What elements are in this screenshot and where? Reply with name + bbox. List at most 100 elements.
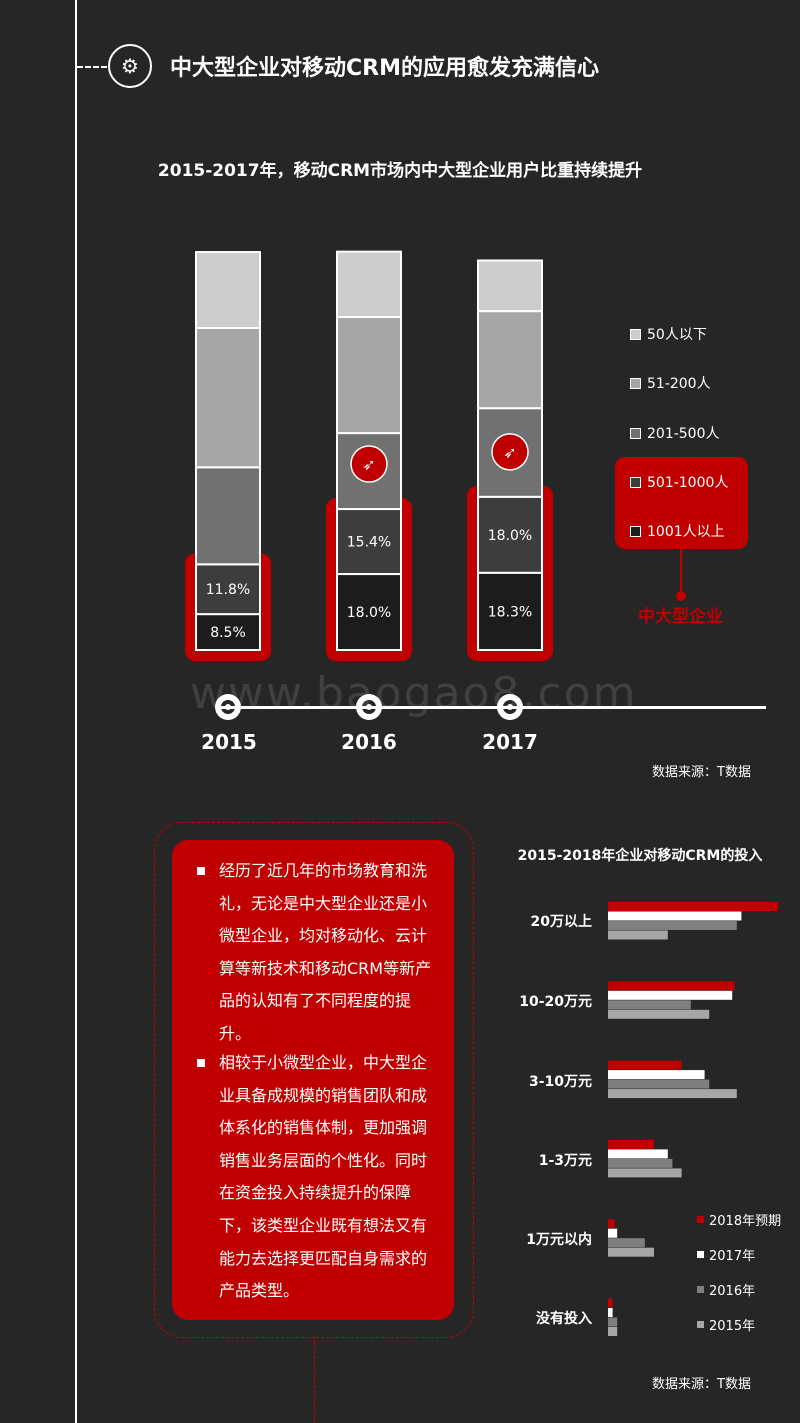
- category-label: 10-20万元: [519, 994, 592, 1010]
- year-label: 2016: [341, 730, 397, 754]
- data-label: 15.4%: [347, 535, 391, 551]
- category-label: 没有投入: [536, 1311, 592, 1327]
- legend-label: 2017年: [709, 1249, 756, 1264]
- timeline-axis: [218, 706, 766, 709]
- legend-label: 201-500人: [647, 426, 720, 442]
- legend-item: 2017年: [697, 1245, 755, 1264]
- legend-item: 501-1000人: [630, 472, 728, 492]
- legend-swatch: [630, 476, 641, 488]
- bar: [608, 1060, 682, 1070]
- legend-swatch: [630, 525, 641, 537]
- data-label: 11.8%: [206, 582, 250, 598]
- category-label: 1万元以内: [526, 1232, 592, 1248]
- bar: [608, 981, 735, 991]
- svg-text:➶: ➶: [362, 455, 375, 474]
- bar: [608, 1139, 654, 1149]
- data-label: 18.0%: [347, 605, 391, 621]
- legend-swatch: [697, 1286, 704, 1293]
- legend-label: 2016年: [709, 1284, 756, 1299]
- page-title: 中大型企业对移动CRM的应用愈发充满信心: [170, 56, 599, 81]
- bar: [608, 1168, 682, 1178]
- header-connector: [77, 66, 107, 68]
- bar: [608, 990, 733, 1000]
- bar: [608, 902, 779, 911]
- legend-item: 1001人以上: [630, 521, 725, 541]
- svg-text:➶: ➶: [503, 443, 516, 462]
- bar-segment: [195, 251, 261, 330]
- paragraph-1: 经历了近几年的市场教育和洗礼，无论是中大型企业还是小微型企业，均对移动化、云计算…: [219, 861, 432, 1043]
- gear-icon: ⚙: [108, 44, 152, 88]
- rocket-icon: ➶: [350, 445, 388, 483]
- legend-label: 50人以下: [647, 327, 707, 343]
- legend-swatch: [697, 1216, 704, 1223]
- chart2-source: 数据来源：T数据: [652, 1377, 751, 1392]
- bar: [608, 1000, 691, 1010]
- legend-swatch: [630, 427, 641, 439]
- bar-segment: [477, 310, 543, 410]
- watermark: www.baogao8.com: [190, 668, 638, 719]
- bar: [608, 1070, 705, 1080]
- bar: [608, 1228, 618, 1238]
- vertical-divider: [75, 0, 77, 1423]
- legend-swatch: [630, 377, 641, 389]
- bar-segment: [195, 563, 261, 616]
- bar: [608, 1298, 613, 1308]
- bar: [608, 1247, 654, 1257]
- bar-segment: [195, 327, 261, 469]
- bar: [608, 1327, 618, 1336]
- category-label: 1-3万元: [538, 1153, 592, 1169]
- chart1-source: 数据来源：T数据: [652, 765, 751, 780]
- panel-connector: [314, 1336, 315, 1423]
- bar-segment: [336, 508, 402, 576]
- bar-segment: [336, 250, 402, 319]
- legend-item: 2016年: [697, 1280, 755, 1299]
- bar: [608, 1009, 710, 1019]
- bar: [608, 1238, 645, 1248]
- bar: [608, 1158, 673, 1168]
- bar-segment: [477, 495, 543, 574]
- bar: [608, 911, 742, 921]
- legend-item: 2018年预期: [697, 1210, 781, 1229]
- data-label: 8.5%: [210, 625, 246, 641]
- bullet-icon: [197, 1059, 205, 1067]
- bar-segment: [336, 316, 402, 435]
- year-label: 2017: [482, 730, 538, 754]
- bar: [608, 1317, 618, 1327]
- chart2-title: 2015-2018年企业对移动CRM的投入: [517, 848, 763, 864]
- bar-segment: [195, 466, 261, 566]
- legend-swatch: [697, 1321, 704, 1328]
- bar: [608, 921, 737, 930]
- bullet-icon: [197, 867, 205, 875]
- legend-item: 2015年: [697, 1315, 755, 1334]
- legend-label: 2015年: [709, 1319, 756, 1334]
- bar-segment: [336, 573, 402, 651]
- legend-item: 51-200人: [630, 373, 711, 393]
- paragraph-2: 相较于小微型企业，中大型企业具备成规模的销售团队和成体系化的销售体制，更加强调销…: [219, 1053, 428, 1301]
- legend-label: 501-1000人: [647, 475, 729, 491]
- legend-label: 1001人以上: [647, 524, 725, 540]
- bar: [608, 1089, 737, 1099]
- legend-swatch: [697, 1251, 704, 1258]
- bar-segment: [477, 571, 543, 651]
- legend-item: 201-500人: [630, 423, 720, 443]
- data-label: 18.0%: [488, 528, 532, 544]
- category-label: 3-10万元: [528, 1074, 592, 1090]
- rocket-icon: ➶: [491, 433, 529, 471]
- chart1-title: 2015-2017年，移动CRM市场内中大型企业用户比重持续提升: [157, 161, 643, 181]
- data-label: 18.3%: [488, 604, 532, 620]
- legend-label: 51-200人: [647, 376, 711, 392]
- legend-label: 2018年预期: [709, 1214, 782, 1229]
- horizontal-bar-chart: [608, 902, 779, 1336]
- bar: [608, 1149, 668, 1159]
- bar: [608, 1219, 615, 1229]
- year-label: 2015: [201, 730, 257, 754]
- category-label: 20万以上: [530, 914, 592, 930]
- bar: [608, 930, 668, 940]
- bar-segment: [477, 259, 543, 313]
- legend-item: 50人以下: [630, 324, 707, 344]
- text-panel: [172, 840, 454, 1320]
- legend-connector: [676, 548, 686, 601]
- stacked-bar-chart: 8.5% 11.8% 18.0% 15.4% ➶ 18.3% 18.0% ➶: [185, 250, 553, 720]
- highlight-label: 中大型企业: [638, 607, 723, 627]
- bar: [608, 1079, 710, 1089]
